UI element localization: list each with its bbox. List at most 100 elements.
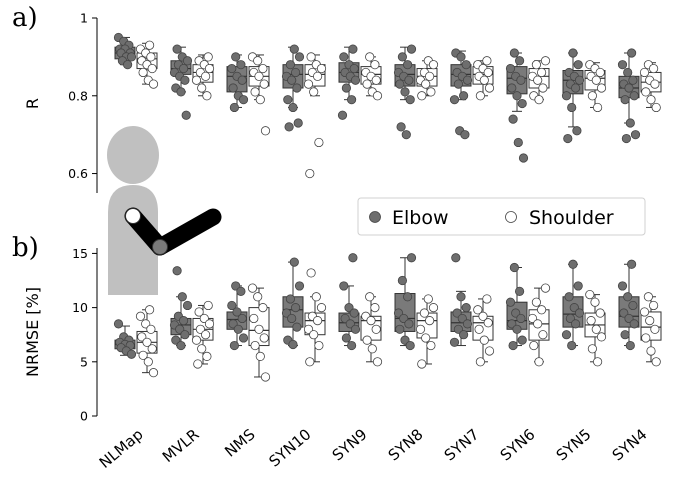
data-point xyxy=(646,95,656,105)
data-point xyxy=(397,275,407,286)
box-elbow xyxy=(113,32,137,70)
y-tick-label-b: 5 xyxy=(80,354,88,369)
data-point xyxy=(508,114,518,124)
box-elbow xyxy=(226,52,249,113)
data-point xyxy=(623,292,633,302)
data-point xyxy=(449,95,460,105)
data-point xyxy=(145,40,155,50)
data-point xyxy=(201,330,211,340)
y-tick-label-b: 10 xyxy=(72,300,88,315)
y-tick-label-a: 0.8 xyxy=(68,88,88,103)
data-point xyxy=(227,63,237,74)
data-point xyxy=(404,319,414,329)
data-point xyxy=(126,52,137,62)
box-elbow xyxy=(449,253,473,347)
box-shoulder xyxy=(472,294,495,367)
data-point xyxy=(402,60,413,70)
data-point xyxy=(238,95,249,105)
data-point xyxy=(395,324,405,334)
data-point xyxy=(505,297,516,307)
data-point xyxy=(567,340,577,351)
data-point xyxy=(591,75,601,85)
data-point xyxy=(629,91,639,101)
data-point xyxy=(305,357,315,367)
data-point xyxy=(397,52,407,62)
box-shoulder xyxy=(135,305,159,378)
x-category-label: MVLR xyxy=(159,425,203,466)
data-point xyxy=(592,102,603,113)
box-elbow xyxy=(561,259,585,351)
data-point xyxy=(237,313,247,324)
data-point xyxy=(509,48,520,58)
legend-elbow-label: Elbow xyxy=(392,207,449,229)
data-point xyxy=(254,324,264,334)
data-point xyxy=(371,324,381,334)
data-point xyxy=(628,300,638,311)
legend-shoulder-marker xyxy=(505,211,517,223)
data-point xyxy=(314,340,324,351)
data-point xyxy=(651,102,661,113)
data-point xyxy=(228,83,238,93)
data-point xyxy=(202,91,212,101)
data-point xyxy=(516,313,526,324)
data-point xyxy=(316,303,327,313)
data-point xyxy=(176,340,186,351)
data-point xyxy=(617,281,628,291)
data-point xyxy=(370,60,380,70)
data-point xyxy=(564,292,574,302)
data-point xyxy=(424,316,435,326)
data-point xyxy=(180,330,190,340)
data-point xyxy=(197,344,207,354)
data-point xyxy=(475,357,485,367)
data-point xyxy=(624,83,634,93)
data-point xyxy=(259,79,269,89)
data-point xyxy=(346,95,357,105)
data-point xyxy=(536,67,547,78)
data-point xyxy=(536,305,547,315)
data-point xyxy=(306,52,316,62)
box-shoulder xyxy=(360,52,383,101)
box-shoulder xyxy=(639,60,662,113)
data-point xyxy=(372,91,383,101)
data-point xyxy=(181,110,191,120)
data-point xyxy=(629,319,639,329)
head-shape xyxy=(107,126,159,184)
data-point xyxy=(534,357,544,367)
data-point xyxy=(287,313,297,324)
data-point xyxy=(180,75,190,85)
data-point xyxy=(508,340,518,351)
data-point xyxy=(591,324,601,334)
data-point xyxy=(643,292,654,302)
data-point xyxy=(423,294,433,304)
data-point xyxy=(285,60,295,70)
data-point xyxy=(563,133,573,144)
data-point xyxy=(148,79,159,89)
data-point xyxy=(419,308,429,318)
data-point xyxy=(372,357,383,367)
box-shoulder xyxy=(135,40,159,89)
data-point xyxy=(474,324,484,334)
data-point xyxy=(138,67,148,78)
box-elbow xyxy=(226,281,249,351)
data-point xyxy=(249,313,259,324)
data-point xyxy=(517,98,527,109)
data-point xyxy=(362,335,372,345)
data-point xyxy=(283,95,293,105)
data-point xyxy=(258,303,268,313)
box-elbow xyxy=(561,48,585,144)
data-point xyxy=(568,48,578,58)
data-point xyxy=(142,337,152,347)
data-point xyxy=(505,63,516,74)
box-elbow xyxy=(281,257,305,350)
data-point xyxy=(540,56,551,66)
data-point xyxy=(312,316,323,326)
data-point xyxy=(237,75,247,85)
data-point xyxy=(483,67,493,78)
data-point xyxy=(341,333,351,343)
data-point xyxy=(229,340,239,351)
data-point xyxy=(596,332,607,342)
data-point xyxy=(630,130,641,140)
data-point xyxy=(507,83,517,93)
box-elbow xyxy=(393,253,417,351)
data-point xyxy=(561,330,572,340)
